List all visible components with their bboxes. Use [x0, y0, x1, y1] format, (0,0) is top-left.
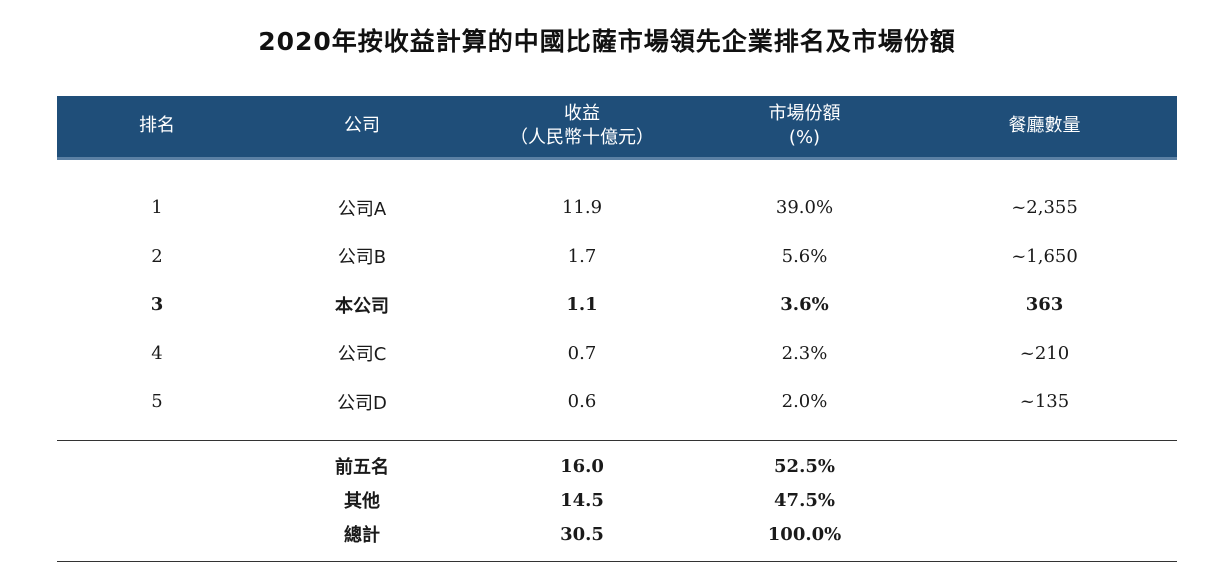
company-cell: 公司D	[337, 392, 387, 414]
summary-share: 47.5%	[774, 489, 835, 511]
page-title: 2020年按收益計算的中國比薩市場領先企業排名及市場份額	[258, 27, 956, 56]
summary-label: 前五名	[257, 440, 467, 483]
revenue-cell: 0.6	[567, 391, 597, 413]
header-share-line2: (%)	[788, 127, 821, 149]
summary-rows: 前五名 16.0 52.5% 其他 14.5 47.5% 總計 30.5 100…	[57, 440, 1177, 562]
share-cell: 39.0%	[775, 197, 834, 219]
table-row: 1 公司A 11.9 39.0% ~2,355	[57, 158, 1177, 232]
header-revenue: 收益 （人民幣十億元）	[467, 96, 697, 158]
header-share-line1: 市場份額	[768, 103, 841, 125]
company-cell: 公司C	[337, 344, 387, 366]
summary-revenue: 30.5	[467, 517, 697, 562]
summary-row: 總計 30.5 100.0%	[57, 517, 1177, 562]
rank-cell: 2	[151, 245, 163, 267]
header-revenue-line1: 收益	[564, 103, 600, 125]
market-share-table: 排名 公司 收益 （人民幣十億元） 市場份額 (%) 餐廳數量 1 公司A 11…	[57, 96, 1177, 562]
header-revenue-line2: （人民幣十億元）	[510, 127, 654, 149]
revenue-cell: 1.1	[566, 294, 598, 316]
company-cell: 公司A	[337, 198, 387, 220]
company-cell: 公司B	[337, 247, 387, 269]
summary-share: 52.5%	[697, 440, 912, 483]
table-row: 4 公司C 0.7 2.3% ~210	[57, 329, 1177, 378]
table-row: 5 公司D 0.6 2.0% ~135	[57, 378, 1177, 441]
header-share: 市場份額 (%)	[697, 96, 912, 158]
ranking-rows: 1 公司A 11.9 39.0% ~2,355 2 公司B 1.7 5.6% ~…	[57, 158, 1177, 441]
rank-cell: 1	[151, 197, 163, 219]
summary-row: 其他 14.5 47.5%	[57, 483, 1177, 517]
revenue-cell: 0.7	[567, 342, 597, 364]
summary-label: 其他	[344, 491, 380, 512]
summary-row: 前五名 16.0 52.5%	[57, 440, 1177, 483]
share-cell: 2.0%	[781, 391, 828, 413]
rank-cell: 4	[151, 342, 163, 364]
header-company: 公司	[344, 115, 380, 137]
header-rank: 排名	[139, 115, 175, 137]
summary-share: 100.0%	[697, 517, 912, 562]
rank-cell: 3	[150, 294, 164, 316]
company-cell: 本公司	[335, 295, 389, 317]
restaurants-cell: ~1,650	[1011, 245, 1078, 267]
restaurants-cell: ~2,355	[1011, 197, 1078, 219]
table-header: 排名 公司 收益 （人民幣十億元） 市場份額 (%) 餐廳數量	[57, 96, 1177, 158]
share-cell: 2.3%	[781, 342, 828, 364]
header-restaurants: 餐廳數量	[1008, 115, 1081, 137]
summary-label: 總計	[257, 517, 467, 562]
share-cell: 3.6%	[780, 294, 829, 316]
summary-revenue: 16.0	[467, 440, 697, 483]
restaurants-cell: ~135	[1019, 391, 1070, 413]
restaurants-cell: ~210	[1019, 342, 1070, 364]
rank-cell: 5	[151, 391, 163, 413]
share-cell: 5.6%	[781, 245, 828, 267]
table-row-own-company: 3 本公司 1.1 3.6% 363	[57, 281, 1177, 330]
revenue-cell: 11.9	[561, 197, 603, 219]
summary-revenue: 14.5	[560, 489, 604, 511]
restaurants-cell: 363	[1025, 294, 1064, 316]
table-row: 2 公司B 1.7 5.6% ~1,650	[57, 232, 1177, 281]
revenue-cell: 1.7	[567, 245, 597, 267]
